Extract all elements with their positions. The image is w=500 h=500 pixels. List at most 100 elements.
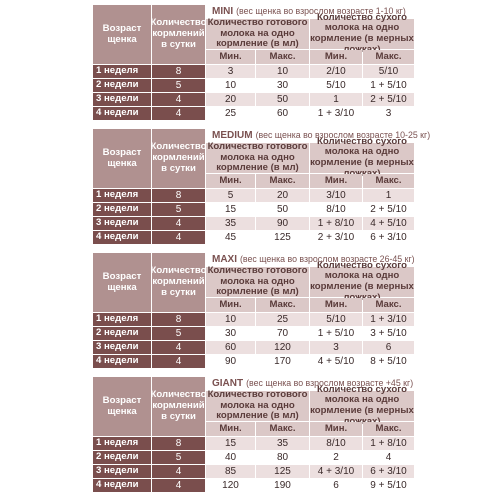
sp-max-cell: 3 + 5/10 bbox=[363, 327, 414, 340]
feeds-cell: 8 bbox=[152, 189, 205, 202]
feeds-cell: 5 bbox=[152, 79, 205, 92]
age-cell: 3 недели bbox=[93, 465, 151, 478]
ml-min-cell: 40 bbox=[206, 451, 255, 464]
dry-milk-header: Количество сухого молока на одно кормлен… bbox=[310, 136, 414, 179]
age-cell: 3 недели bbox=[93, 93, 151, 106]
age-cell: 3 недели bbox=[93, 217, 151, 230]
feeds-cell: 4 bbox=[152, 479, 205, 492]
ml-max-cell: 50 bbox=[256, 93, 309, 106]
ml-min-cell: 35 bbox=[206, 217, 255, 230]
sp-min-cell: 2 + 3/10 bbox=[310, 231, 362, 244]
feeds-cell: 4 bbox=[152, 465, 205, 478]
sp-max-cell: 6 bbox=[363, 341, 414, 354]
ml-min-cell: 10 bbox=[206, 313, 255, 326]
sp-max-cell: 2 + 5/10 bbox=[363, 203, 414, 216]
ml-max-cell: 30 bbox=[256, 79, 309, 92]
sp-max-cell: 1 bbox=[363, 189, 414, 202]
sp-max-cell: 3 bbox=[363, 107, 414, 120]
sp-max-cell: 4 + 5/10 bbox=[363, 217, 414, 230]
min-header: Мин. bbox=[206, 50, 255, 64]
ready-milk-header: Количество готового молока на одно кормл… bbox=[206, 264, 309, 298]
ml-max-cell: 190 bbox=[256, 479, 309, 492]
ml-min-cell: 10 bbox=[206, 79, 255, 92]
feeds-cell: 4 bbox=[152, 231, 205, 244]
ml-max-cell: 35 bbox=[256, 437, 309, 450]
sp-min-cell: 6 bbox=[310, 479, 362, 492]
feeds-header: Количество кормлений в сутки bbox=[151, 129, 206, 188]
ml-max-cell: 25 bbox=[256, 313, 309, 326]
feeds-cell: 5 bbox=[152, 451, 205, 464]
sp-max-cell: 1 + 8/10 bbox=[363, 437, 414, 450]
feeds-cell: 4 bbox=[152, 341, 205, 354]
ml-max-cell: 80 bbox=[256, 451, 309, 464]
feeds-cell: 8 bbox=[152, 313, 205, 326]
ml-min-cell: 15 bbox=[206, 437, 255, 450]
sp-max-cell: 8 + 5/10 bbox=[363, 355, 414, 368]
size-subtitle: (вес щенка во взрослом возрасте 1-10 кг) bbox=[236, 6, 406, 17]
ready-milk-header: Количество готового молока на одно кормл… bbox=[206, 388, 309, 422]
sp-max-cell: 1 + 3/10 bbox=[363, 313, 414, 326]
feeds-header: Количество кормлений в сутки bbox=[151, 377, 206, 436]
age-cell: 1 неделя bbox=[93, 65, 151, 78]
max-header: Макс. bbox=[256, 50, 309, 64]
max-header: Макс. bbox=[256, 422, 309, 436]
ml-max-cell: 50 bbox=[256, 203, 309, 216]
size-subtitle: (вес щенка во взрослом возрасте +45 кг) bbox=[246, 378, 414, 389]
sp-max-cell: 6 + 3/10 bbox=[363, 465, 414, 478]
feeds-cell: 5 bbox=[152, 327, 205, 340]
min-header: Мин. bbox=[310, 50, 362, 64]
age-cell: 2 недели bbox=[93, 203, 151, 216]
feeds-cell: 4 bbox=[152, 355, 205, 368]
size-title: MEDIUM (вес щенка во взрослом возрасте 10… bbox=[206, 129, 430, 143]
sp-min-cell: 2 bbox=[310, 451, 362, 464]
feeds-cell: 8 bbox=[152, 65, 205, 78]
age-cell: 2 недели bbox=[93, 79, 151, 92]
min-header: Мин. bbox=[206, 174, 255, 188]
age-cell: 1 неделя bbox=[93, 189, 151, 202]
sp-max-cell: 6 + 3/10 bbox=[363, 231, 414, 244]
table-giant: Возраст щенка Количество кормлений в сутк… bbox=[93, 377, 414, 492]
ml-min-cell: 120 bbox=[206, 479, 255, 492]
table-mini: Возраст щенка Количество кормлений в сутк… bbox=[93, 5, 414, 120]
sp-min-cell: 4 + 5/10 bbox=[310, 355, 362, 368]
ml-max-cell: 10 bbox=[256, 65, 309, 78]
age-cell: 4 недели bbox=[93, 107, 151, 120]
ml-min-cell: 45 bbox=[206, 231, 255, 244]
age-cell: 4 недели bbox=[93, 479, 151, 492]
ml-min-cell: 60 bbox=[206, 341, 255, 354]
size-title: GIANT (вес щенка во взрослом возрасте +45… bbox=[206, 377, 414, 391]
age-cell: 2 недели bbox=[93, 451, 151, 464]
ml-max-cell: 125 bbox=[256, 231, 309, 244]
ml-min-cell: 30 bbox=[206, 327, 255, 340]
sp-max-cell: 4 bbox=[363, 451, 414, 464]
min-header: Мин. bbox=[310, 298, 362, 312]
feeds-header: Количество кормлений в сутки bbox=[151, 5, 206, 64]
max-header: Макс. bbox=[363, 298, 414, 312]
sp-min-cell: 4 + 3/10 bbox=[310, 465, 362, 478]
min-header: Мин. bbox=[206, 298, 255, 312]
sp-min-cell: 8/10 bbox=[310, 437, 362, 450]
age-cell: 4 недели bbox=[93, 355, 151, 368]
ml-max-cell: 90 bbox=[256, 217, 309, 230]
dry-milk-header: Количество сухого молока на одно кормлен… bbox=[310, 384, 414, 427]
dry-milk-header: Количество сухого молока на одно кормлен… bbox=[310, 260, 414, 303]
size-subtitle: (вес щенка во взрослом возрасте 10-25 кг… bbox=[255, 130, 431, 141]
max-header: Макс. bbox=[363, 50, 414, 64]
ml-max-cell: 120 bbox=[256, 341, 309, 354]
feeds-cell: 4 bbox=[152, 217, 205, 230]
ml-max-cell: 20 bbox=[256, 189, 309, 202]
size-label: MAXI bbox=[212, 254, 237, 266]
sp-min-cell: 1 bbox=[310, 93, 362, 106]
table-maxi: Возраст щенка Количество кормлений в сутк… bbox=[93, 253, 415, 368]
min-header: Мин. bbox=[206, 422, 255, 436]
max-header: Макс. bbox=[363, 174, 414, 188]
size-label: MINI bbox=[212, 6, 234, 18]
sp-min-cell: 1 + 5/10 bbox=[310, 327, 362, 340]
size-subtitle: (вес щенка во взрослом возрасте 26-45 кг… bbox=[240, 254, 415, 265]
sp-min-cell: 3/10 bbox=[310, 189, 362, 202]
min-header: Мин. bbox=[310, 422, 362, 436]
feeds-cell: 4 bbox=[152, 107, 205, 120]
sp-max-cell: 2 + 5/10 bbox=[363, 93, 414, 106]
max-header: Макс. bbox=[256, 298, 309, 312]
sp-min-cell: 2/10 bbox=[310, 65, 362, 78]
